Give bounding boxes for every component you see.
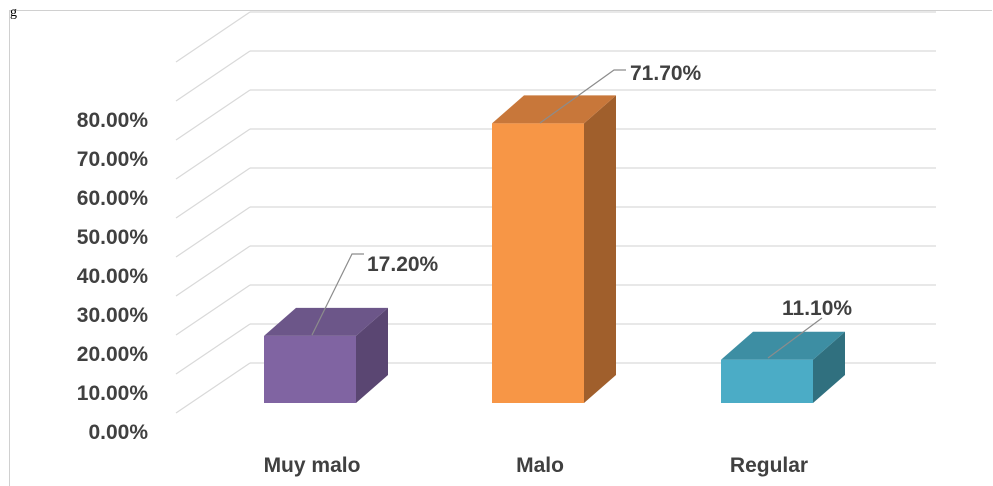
data-label: 71.70% [630, 62, 702, 85]
data-label-leader [539, 69, 626, 124]
gridline-depth [175, 323, 251, 375]
y-tick-label: 10.00% [77, 382, 149, 405]
y-tick-label: 20.00% [77, 343, 149, 366]
data-label-leader [311, 253, 364, 336]
bar-top-muy-malo [264, 307, 388, 336]
bar-muy-malo [264, 335, 356, 403]
chart-frame: g [9, 5, 992, 486]
gridline-depth [175, 89, 251, 141]
bar-regular [721, 359, 813, 403]
bar-side-malo [584, 95, 616, 404]
gridline-depth [175, 167, 251, 219]
category-label: Muy malo [264, 454, 361, 477]
y-tick-label: 70.00% [77, 148, 149, 171]
bar-top-malo [492, 95, 616, 124]
bar-malo [492, 123, 584, 404]
gridline-depth [175, 245, 251, 297]
y-tick-label: 40.00% [77, 265, 149, 288]
gridline-depth [175, 284, 251, 336]
data-label: 17.20% [367, 253, 439, 276]
cutoff-caption: g [10, 5, 17, 20]
gridline-depth [175, 128, 251, 180]
category-label: Regular [730, 454, 808, 477]
gridline-depth [175, 206, 251, 258]
y-tick-label: 50.00% [77, 226, 149, 249]
y-tick-label: 30.00% [77, 304, 149, 327]
category-label: Malo [516, 454, 564, 477]
data-label: 11.10% [782, 297, 852, 320]
gridline-depth [175, 50, 251, 102]
y-tick-label: 80.00% [77, 109, 149, 132]
gridline-depth [175, 11, 251, 63]
bar-top-regular [721, 331, 845, 360]
gridline-depth [175, 362, 251, 414]
y-tick-label: 0.00% [88, 421, 148, 444]
y-tick-label: 60.00% [77, 187, 149, 210]
bar-side-muy-malo [356, 307, 388, 403]
bar-side-regular [813, 331, 845, 403]
data-label-leader [767, 317, 823, 359]
